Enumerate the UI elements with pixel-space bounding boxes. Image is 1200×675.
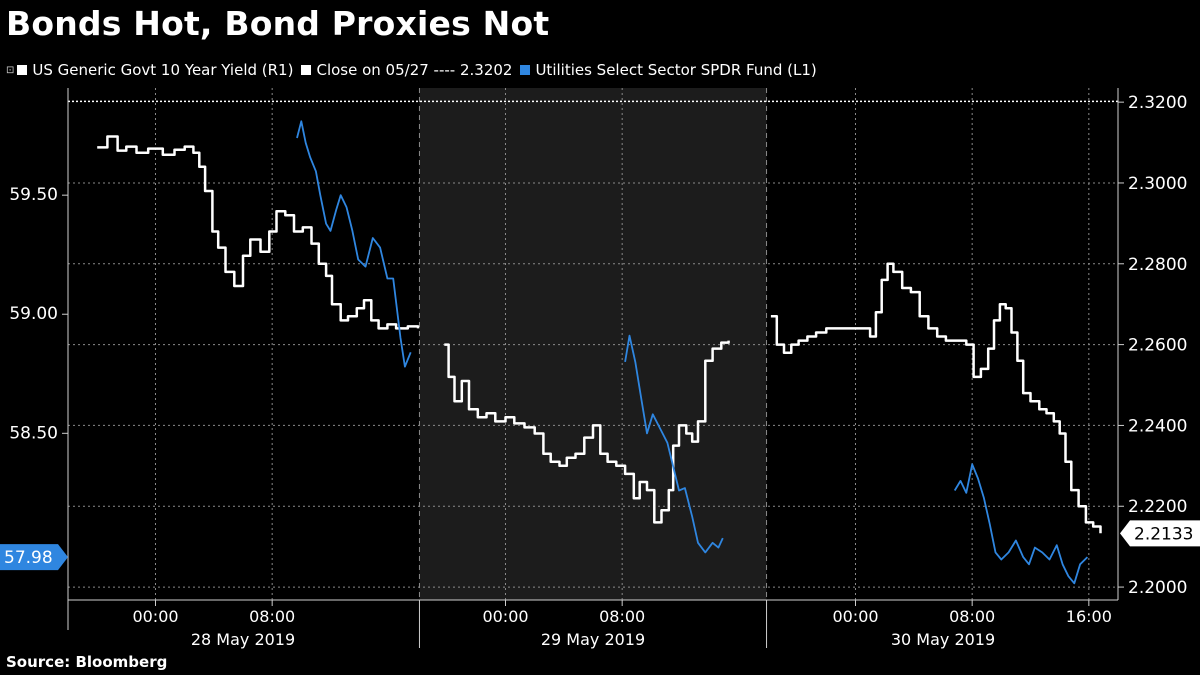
legend-item-utilities[interactable]: Utilities Select Sector SPDR Fund (L1) <box>520 61 817 79</box>
x-date-label: 28 May 2019 <box>191 630 295 649</box>
pin-icon: ⊡ <box>6 64 15 76</box>
left-last-value-label: 57.98 <box>4 548 53 568</box>
left-tick-label: 59.00 <box>9 304 58 324</box>
right-tick-label: 2.2400 <box>1128 416 1187 436</box>
right-tick-label: 2.2200 <box>1128 497 1187 517</box>
utilities-series-line <box>296 120 412 368</box>
x-tick-label: 00:00 <box>482 607 528 626</box>
right-tick-label: 2.3000 <box>1128 174 1187 194</box>
yield-series-line <box>97 135 420 330</box>
legend-item-yield[interactable]: ⊡ US Generic Govt 10 Year Yield (R1) <box>6 61 293 79</box>
utilities-series-line <box>953 463 1089 585</box>
x-date-label: 29 May 2019 <box>541 630 645 649</box>
chart-title: Bonds Hot, Bond Proxies Not <box>6 4 550 43</box>
legend-label-utilities: Utilities Select Sector SPDR Fund (L1) <box>535 61 817 79</box>
shaded-day-region <box>419 88 767 600</box>
x-tick-label: 00:00 <box>132 607 178 626</box>
source-note: Source: Bloomberg <box>6 653 168 671</box>
x-tick-label: 00:00 <box>832 607 878 626</box>
left-tick-label: 59.50 <box>9 185 58 205</box>
legend-swatch-utilities <box>520 65 531 75</box>
x-date-label: 30 May 2019 <box>891 630 995 649</box>
x-tick-label: 08:00 <box>249 607 295 626</box>
x-tick-label: 16:00 <box>1066 607 1112 626</box>
x-tick-label: 08:00 <box>599 607 645 626</box>
left-tick-label: 58.50 <box>9 423 58 443</box>
legend-swatch-close <box>301 65 312 75</box>
yield-series-line <box>444 340 730 524</box>
utilities-series-line <box>624 334 724 554</box>
legend-swatch-yield <box>17 65 28 75</box>
right-last-value-label: 2.2133 <box>1134 524 1193 544</box>
left-last-value-badge <box>0 544 68 571</box>
right-tick-label: 2.2000 <box>1128 578 1187 598</box>
right-tick-label: 2.3200 <box>1128 93 1187 113</box>
x-tick-label: 08:00 <box>949 607 995 626</box>
legend-item-close[interactable]: Close on 05/27 ---- 2.3202 <box>301 61 512 79</box>
right-last-value-badge <box>1120 520 1200 547</box>
right-tick-label: 2.2800 <box>1128 255 1187 275</box>
legend-label-close: Close on 05/27 ---- 2.3202 <box>316 61 513 79</box>
right-tick-label: 2.2600 <box>1128 336 1187 356</box>
legend-label-yield: US Generic Govt 10 Year Yield (R1) <box>32 61 294 79</box>
legend: ⊡ US Generic Govt 10 Year Yield (R1) Clo… <box>6 61 825 79</box>
yield-series-line <box>770 262 1102 534</box>
